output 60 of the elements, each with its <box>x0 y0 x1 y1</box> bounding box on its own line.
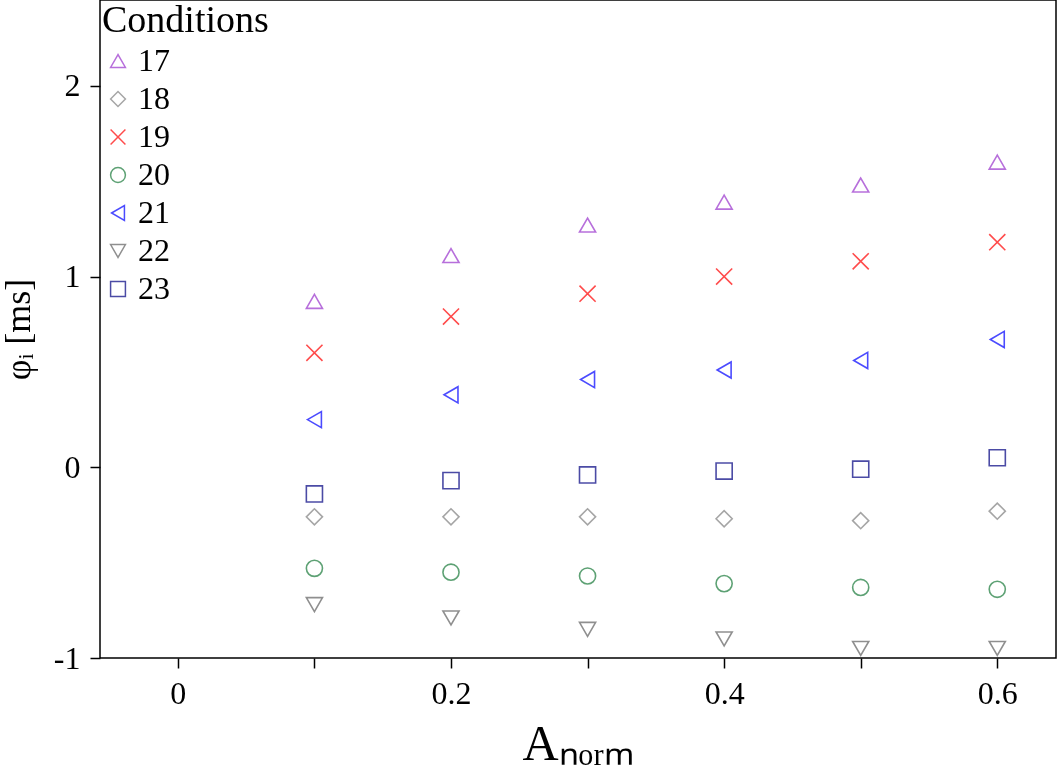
point <box>851 460 870 479</box>
point <box>716 361 732 379</box>
x-axis-title: Aₙₒᵣₘ <box>522 714 635 771</box>
point <box>988 580 1007 599</box>
point <box>305 559 324 578</box>
x-tick-label: 0 <box>170 674 187 711</box>
point <box>578 621 597 638</box>
point <box>715 509 733 528</box>
point <box>851 640 870 657</box>
point <box>988 448 1007 467</box>
legend-label: 19 <box>138 118 170 154</box>
point <box>578 567 597 585</box>
point <box>988 502 1007 520</box>
x-tick-label: 0.4 <box>704 674 745 711</box>
legend-label: 22 <box>138 232 170 268</box>
point <box>305 508 324 526</box>
point <box>442 563 460 582</box>
point <box>851 252 870 271</box>
point <box>715 267 733 286</box>
point <box>851 177 870 193</box>
x-tick-label: 0.2 <box>431 674 472 711</box>
point <box>989 330 1006 349</box>
point <box>851 511 870 530</box>
point <box>988 640 1007 657</box>
y-axis-title: φᵢ [ms] <box>0 278 38 381</box>
point <box>578 217 597 233</box>
point <box>715 574 733 593</box>
point <box>579 370 596 389</box>
point <box>578 508 597 526</box>
point <box>305 485 324 503</box>
legend-title: Conditions <box>102 0 269 40</box>
point <box>442 471 460 490</box>
y-tick-label: 0 <box>64 448 81 485</box>
point <box>442 508 460 526</box>
point <box>715 462 733 480</box>
point <box>715 194 733 210</box>
y-tick-label: 2 <box>64 67 81 104</box>
point <box>442 247 460 264</box>
point <box>715 631 733 647</box>
point <box>988 154 1007 170</box>
point <box>442 610 460 626</box>
legend-label: 18 <box>138 80 170 116</box>
point <box>852 351 869 370</box>
point <box>305 596 324 613</box>
y-tick-label: -1 <box>53 639 81 676</box>
y-tick-label: 1 <box>64 258 81 295</box>
x-tick-label: 0.6 <box>977 674 1018 711</box>
point <box>305 343 324 362</box>
legend-label: 20 <box>138 156 170 192</box>
point <box>305 293 324 310</box>
legend-label: 23 <box>138 270 170 306</box>
legend-label: 17 <box>138 42 170 78</box>
point <box>443 385 459 404</box>
point <box>988 233 1007 252</box>
legend-label: 21 <box>138 194 170 230</box>
point <box>851 578 870 597</box>
point <box>442 307 460 326</box>
point <box>306 410 323 429</box>
point <box>578 284 597 303</box>
point <box>578 466 597 484</box>
